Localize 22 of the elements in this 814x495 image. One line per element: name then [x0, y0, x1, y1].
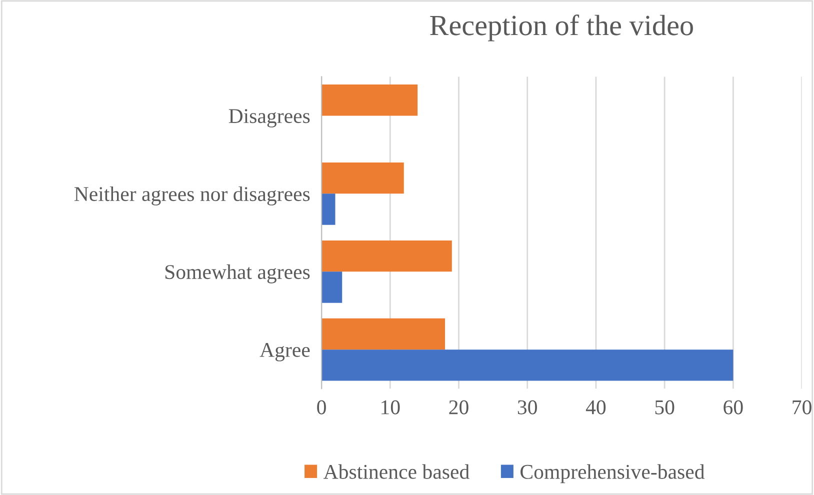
- y-tick-label: Agree: [260, 343, 310, 362]
- x-tick-label: 0: [317, 400, 326, 414]
- x-tick-label: 60: [724, 400, 743, 414]
- x-tick-label: 30: [518, 400, 537, 414]
- bar: [322, 194, 336, 225]
- bar: [322, 240, 452, 272]
- x-tick-label: 50: [655, 400, 674, 414]
- bar: [322, 318, 446, 350]
- bar: [322, 272, 342, 303]
- chart-title: Reception of the video: [430, 14, 693, 42]
- y-tick-label: Neither agrees nor disagrees: [74, 186, 310, 206]
- legend-label: Abstinence based: [324, 464, 470, 479]
- x-tick-label: 40: [586, 400, 606, 414]
- bar: [322, 162, 404, 194]
- legend-label: Comprehensive-based: [520, 464, 705, 484]
- x-tick-label: 10: [382, 400, 400, 414]
- x-tick-label: 70: [792, 400, 812, 414]
- bar: [322, 350, 734, 381]
- x-tick-label: 20: [449, 400, 468, 414]
- y-tick-label: Somewhat agrees: [165, 264, 310, 284]
- y-tick-label: Disagrees: [228, 109, 310, 128]
- bar: [322, 84, 418, 116]
